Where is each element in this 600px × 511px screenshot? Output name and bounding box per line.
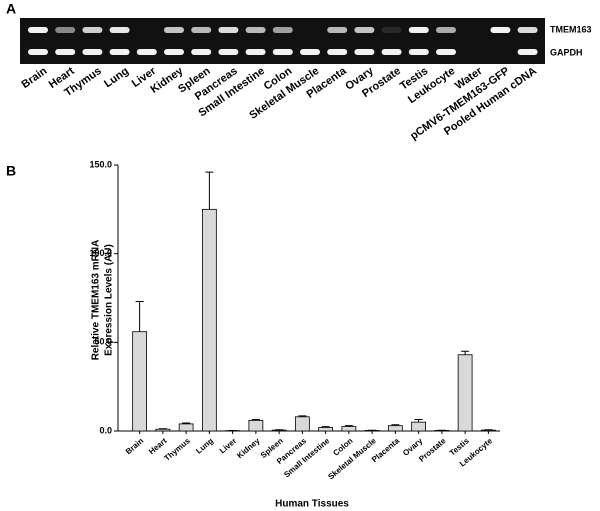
y-tick-label: 0.0 [99, 425, 112, 435]
gel-band [55, 27, 76, 33]
y-tick-label: 150.0 [89, 159, 112, 169]
y-axis-label: Expression Levels (AU) [104, 244, 115, 356]
gel-band [300, 49, 320, 55]
x-axis-label: Human Tissues [275, 499, 349, 510]
error-bar [461, 350, 470, 355]
gel-band [517, 49, 538, 55]
gel-band [436, 27, 456, 33]
bar [387, 425, 403, 432]
bar [178, 423, 194, 432]
gel-band [28, 49, 48, 55]
gel-band [218, 27, 239, 33]
bar [294, 416, 310, 432]
x-tick-label: Prostate [417, 436, 448, 464]
gel-band [245, 49, 266, 55]
y-tick-label: 100.0 [89, 248, 112, 258]
x-tick-label: Thymus [162, 436, 192, 463]
gel-band [381, 49, 402, 55]
panel-label: B [6, 163, 16, 179]
gel-band [218, 49, 239, 55]
error-bar [321, 426, 330, 428]
gel-band [55, 49, 76, 55]
gel-band [327, 49, 348, 55]
bar [318, 427, 333, 432]
gel-band [354, 27, 375, 33]
gel-band [408, 49, 429, 55]
x-tick-label: Lung [194, 436, 215, 456]
lane-label: Brain [19, 65, 49, 91]
lane-label: Lung [102, 65, 131, 90]
bar [341, 426, 357, 432]
gel-band [191, 27, 212, 33]
error-bar [135, 301, 144, 332]
gel-band [327, 27, 348, 33]
band-label: TMEM163 [550, 24, 592, 34]
gel-band [436, 49, 456, 55]
x-tick-label: Brain [124, 436, 146, 456]
error-bar [205, 171, 214, 210]
error-bar [298, 415, 307, 417]
error-bar [344, 425, 353, 427]
gel-band [272, 27, 293, 33]
error-bar [251, 418, 260, 421]
gel-band [272, 49, 293, 55]
bar [155, 428, 171, 432]
gel-band [164, 49, 184, 55]
bar [248, 419, 264, 432]
panel-label: A [6, 1, 16, 17]
gel [20, 18, 545, 64]
error-bar [182, 422, 191, 424]
gel-band [136, 49, 157, 55]
gel-band [381, 27, 402, 33]
gel-band [245, 27, 266, 33]
band-label: GAPDH [550, 47, 583, 57]
gel-band [164, 27, 184, 33]
x-tick-label: Kidney [235, 436, 262, 460]
gel-band [517, 27, 538, 33]
bar [132, 331, 147, 432]
bar [411, 421, 426, 432]
error-bar [158, 428, 167, 430]
gel-band [408, 27, 429, 33]
gel-band [109, 49, 130, 55]
gel-band [490, 27, 511, 33]
gel-band [354, 49, 375, 55]
gel-band [191, 49, 212, 55]
error-bar [414, 418, 423, 423]
y-axis-label: Relative TMEM163 mRNA [91, 240, 102, 361]
gel-band [109, 27, 130, 33]
gel-band [82, 27, 103, 33]
gel-band [28, 27, 48, 33]
gel-band [82, 49, 103, 55]
y-tick-label: 50.0 [94, 337, 112, 347]
bar [201, 208, 217, 432]
error-bar [391, 424, 400, 426]
bar [457, 354, 473, 432]
